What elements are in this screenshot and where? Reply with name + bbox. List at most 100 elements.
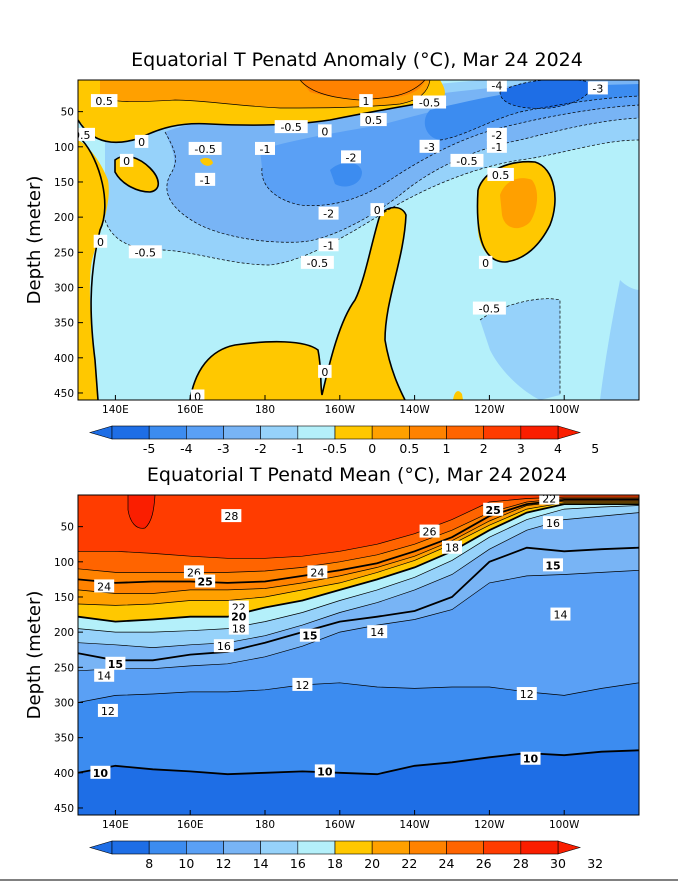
mean-ylabel: Depth (meter): [24, 591, 45, 720]
mean-labels-bg: [195, 574, 216, 588]
mean-cbar-swatch: [111, 840, 150, 855]
anomaly-contour-minus2: [261, 104, 639, 206]
mean-filled-bands: [78, 495, 639, 815]
mean-isotherm-20: [78, 503, 639, 623]
anom-xtick-label: 140E: [102, 404, 129, 416]
anom-cbar-label: -0.5: [323, 441, 347, 456]
anom-labels-bg: [188, 141, 222, 155]
anom-cbar-swatch: [446, 425, 484, 440]
anom-labels-bg: [195, 172, 216, 186]
anomaly-region-minus0p5-east: [600, 280, 639, 400]
mean-labels-text: 10: [93, 767, 109, 780]
anom-cbar-high-arrow: [557, 425, 582, 440]
anomaly-plot: 0.50.510.5-0.5-4 -3-0.5 00-0.5 -1 -3-2-1-20-…: [78, 80, 639, 403]
anom-cbar-label: -2: [254, 441, 266, 456]
anom-labels-text: 0: [194, 390, 201, 403]
anom-cbar-swatch: [409, 425, 447, 440]
anom-ytick-label: 450: [54, 388, 74, 400]
mean-cbar-swatch: [409, 840, 447, 855]
anom-cbar-label: -3: [217, 441, 229, 456]
anom-labels-bg: [90, 94, 118, 108]
anomaly-contour-labels: 0.50.510.5-0.5-4 -3-0.5 00-0.5 -1 -3-2-1-20-…: [78, 80, 608, 403]
anomaly-region-positive-west: [78, 140, 109, 400]
mean-ytick-label: 400: [54, 768, 74, 780]
anom-labels-text: -0.5: [307, 257, 328, 270]
mean-isotherm-22: [78, 502, 639, 606]
anom-labels-bg: [450, 153, 484, 167]
anom-labels-bg: [128, 245, 162, 259]
anom-labels-bg: [78, 127, 95, 141]
mean-labels-text: 24: [310, 566, 324, 579]
anom-labels-bg: [341, 150, 362, 164]
mean-labels-bg: [539, 495, 560, 505]
anom-labels-bg: [255, 141, 275, 155]
anomaly-region-minus3-west: [330, 162, 362, 187]
mean-labels-bg: [550, 607, 571, 621]
anom-labels-text: -2: [323, 208, 334, 221]
mean-labels-bg: [94, 668, 115, 682]
mean-labels-bg: [367, 625, 388, 639]
mean-labels-text: 25: [485, 504, 500, 517]
mean-cbar-swatch: [371, 840, 410, 855]
anomaly-region-minus4: [500, 80, 591, 109]
mean-cbar-label: 20: [364, 856, 380, 871]
mean-band-deep: [78, 750, 639, 815]
anom-cbar-label: 2: [480, 441, 488, 456]
mean-ytick-label: 450: [54, 803, 74, 815]
anom-labels-text: -1: [323, 239, 334, 252]
anom-cbar-swatch: [483, 425, 522, 440]
mean-labels-bg: [221, 509, 242, 523]
anom-cbar-label: 1: [443, 441, 451, 456]
mean-xtick-label: 140E: [102, 819, 129, 831]
mean-ytick-label: 200: [54, 627, 74, 639]
anom-labels-bg: [190, 389, 205, 400]
anom-labels-text: -2: [491, 129, 502, 142]
anom-cbar-label: 5: [591, 441, 599, 456]
mean-cbar-label: 22: [401, 856, 417, 871]
mean-labels-text: 14: [370, 626, 384, 639]
anom-labels-bg: [472, 301, 506, 315]
anom-labels-text: -0.5: [194, 143, 215, 156]
anom-labels-text: -4: [491, 80, 502, 93]
mean-cbar-swatch: [334, 840, 373, 855]
mean-colorbar: 8 10 12 14 16 18 20 22 24 26 28 30 32: [88, 840, 603, 871]
mean-cbar-swatch: [186, 840, 224, 855]
mean-isotherm-18: [78, 505, 639, 633]
mean-labels-bg: [419, 524, 440, 538]
anom-labels-text: 1: [362, 95, 369, 108]
anom-labels-text: -0.5: [419, 97, 440, 110]
mean-labels-bg: [314, 764, 335, 778]
mean-labels-text: 16: [217, 640, 231, 653]
anom-ytick-label: 100: [54, 142, 74, 154]
anom-cbar-swatch: [371, 425, 410, 440]
anom-labels-text: 0.5: [492, 169, 510, 182]
anom-labels-bg: [318, 124, 332, 138]
mean-isotherm-12: [78, 682, 639, 703]
mean-cbar-swatch: [260, 840, 299, 855]
anom-labels-text: -1: [260, 143, 271, 156]
anom-cbar-swatch: [186, 425, 224, 440]
mean-cbar-swatch: [483, 840, 522, 855]
anom-labels-bg: [318, 206, 339, 220]
mean-labels-bg: [292, 677, 313, 691]
mean-labels-bg: [299, 628, 320, 642]
anom-ytick-label: 50: [61, 107, 74, 119]
mean-labels-text: 12: [520, 688, 534, 701]
mean-title: Equatorial T Penatd Mean (°C), Mar 24 20…: [147, 464, 567, 486]
anomaly-region-positive-small: [453, 391, 463, 400]
anomaly-contour-zero-west: [81, 139, 106, 400]
anom-labels-bg: [359, 94, 373, 108]
anomaly-region-positive-blob2: [200, 157, 213, 166]
mean-ytick-label: 100: [54, 557, 74, 569]
mean-labels-bg: [94, 579, 115, 593]
anom-xtick-label: 120W: [474, 404, 505, 416]
anom-labels-text: 0: [321, 125, 328, 138]
anom-labels-text: -1: [200, 174, 211, 187]
mean-cbar-label: 32: [587, 856, 603, 871]
anom-cbar-label: 0: [368, 441, 376, 456]
anom-labels-text: 0: [321, 366, 328, 379]
anomaly-contour-zero-east: [476, 160, 556, 263]
mean-labels-text: 20: [231, 611, 247, 624]
